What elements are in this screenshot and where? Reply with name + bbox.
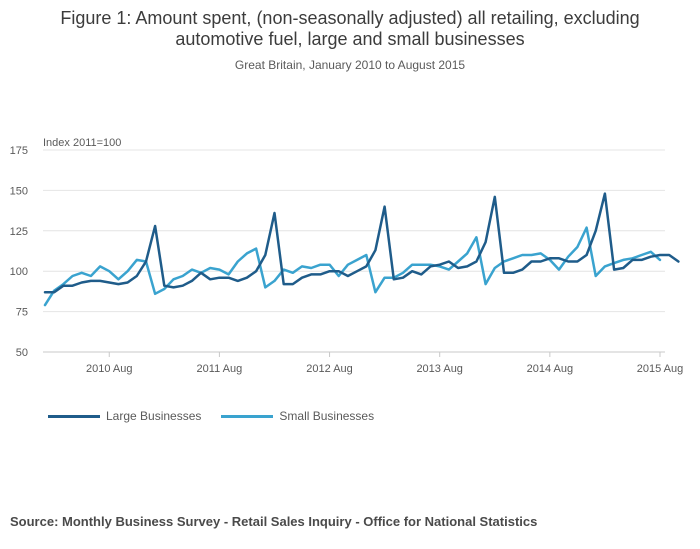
legend-item-large[interactable]: Large Businesses — [48, 409, 201, 423]
legend-label-small: Small Businesses — [279, 409, 375, 423]
series-line-large-businesses[interactable] — [43, 192, 680, 294]
chart-subtitle: Great Britain, January 2010 to August 20… — [234, 58, 466, 72]
x-tick-label: 2014 Aug — [527, 363, 574, 375]
y-tick-label: 50 — [16, 347, 28, 359]
x-tick-label: 2010 Aug — [86, 363, 133, 375]
x-tick-label: 2012 Aug — [306, 363, 353, 375]
legend-item-small[interactable]: Small Businesses — [221, 409, 374, 423]
y-tick-label: 125 — [10, 226, 28, 238]
legend-swatch-small — [221, 414, 274, 418]
x-tick-label: 2011 Aug — [197, 363, 243, 375]
y-tick-label: 175 — [10, 145, 28, 157]
x-tick-label: 2015 Aug — [637, 363, 684, 375]
y-tick-label: 150 — [10, 185, 28, 197]
x-axis-ticks: 2010 Aug 2011 Aug 2012 Aug 2013 Aug 2014 Aug… — [86, 352, 683, 375]
y-axis-label: Index 2011=100 — [43, 137, 121, 149]
legend-label-large: Large Businesses — [106, 409, 202, 423]
legend: Large Businesses Small Businesses — [48, 409, 394, 423]
series-lines — [43, 192, 680, 307]
x-tick-label: 2013 Aug — [416, 363, 463, 375]
y-axis-ticks: 50 75 100 125 150 175 — [10, 145, 28, 359]
y-tick-label: 75 — [16, 307, 28, 319]
series-line-small-businesses[interactable] — [43, 226, 662, 307]
source-note: Source: Monthly Business Survey - Retail… — [10, 514, 538, 529]
legend-swatch-large — [48, 414, 100, 418]
gridlines — [43, 149, 665, 353]
chart-title: Figure 1: Amount spent, (non-seasonally … — [60, 8, 640, 49]
y-tick-label: 100 — [10, 266, 28, 278]
